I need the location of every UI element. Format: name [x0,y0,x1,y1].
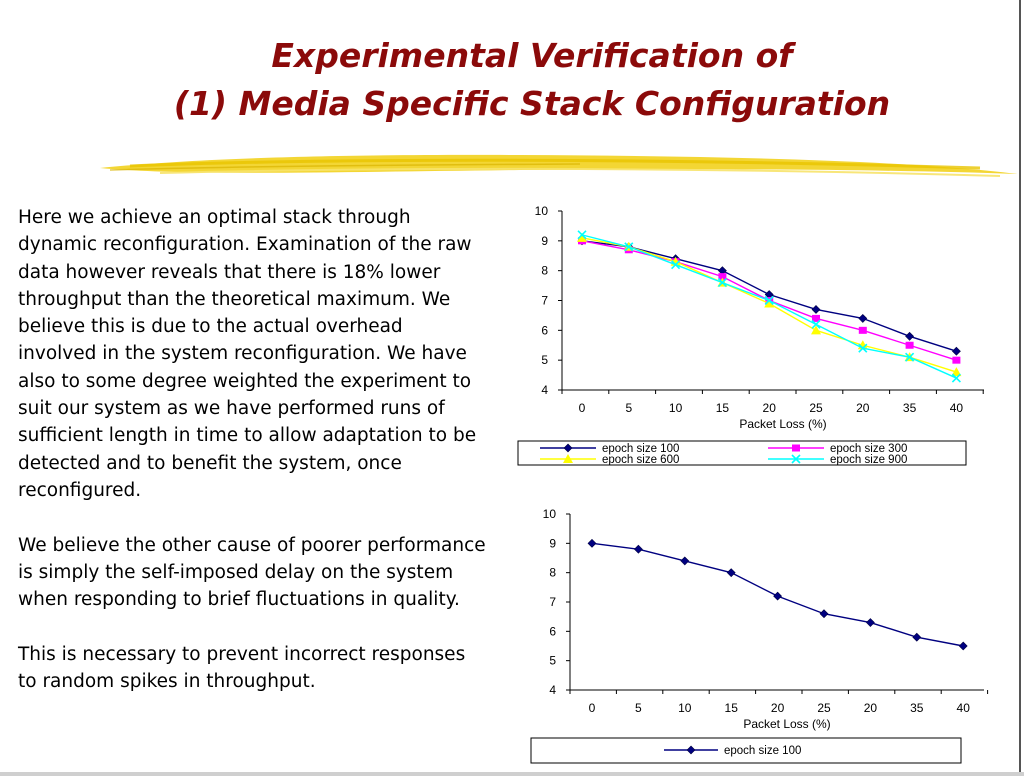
legend-label: epoch size 100 [724,745,801,757]
x-tick-label: 0 [579,401,586,415]
slide-title: Experimental Verification of (1) Media S… [60,32,1004,128]
y-tick-label: 5 [541,353,548,367]
body-text: Here we achieve an optimal stack through… [18,204,486,723]
x-tick-label: 20 [856,401,870,415]
legend-box [517,440,967,466]
data-point [577,230,587,240]
data-point [811,325,821,335]
x-tick-label: 0 [589,701,596,715]
data-point [905,341,914,349]
legend-label: epoch size 300 [830,443,907,455]
data-point [865,618,875,627]
paragraph-3: This is necessary to prevent incorrect r… [18,643,466,693]
y-tick-label: 9 [541,234,548,248]
y-tick-label: 5 [549,654,556,668]
data-point [858,326,867,334]
slide-right-border [1019,0,1021,776]
x-tick-label: 35 [910,701,924,715]
y-tick-label: 7 [549,595,556,609]
legend-label: epoch size 100 [602,443,679,455]
slide-title-line-1: Experimental Verification of [271,36,793,75]
data-point [951,367,962,377]
y-tick-label: 7 [541,294,548,308]
x-tick-label: 20 [763,401,777,415]
data-point [905,331,915,341]
data-point [858,313,868,323]
x-tick-label: 10 [669,401,683,415]
data-point [952,356,961,364]
y-tick-label: 10 [535,204,549,218]
y-tick-label: 9 [549,536,556,550]
paragraph-1: Here we achieve an optimal stack through… [18,207,477,501]
data-point [764,298,775,308]
x-tick-label: 20 [771,701,785,715]
data-point [951,373,961,383]
data-point [624,242,634,252]
legend-label: epoch size 600 [602,454,679,466]
data-point [905,352,915,362]
x-tick-label: 20 [864,701,878,715]
data-point [811,319,821,329]
data-point [819,609,829,619]
highlighter-swoosh [100,154,1018,177]
y-tick-label: 6 [541,323,548,337]
legend-marker [563,443,573,453]
legend-box [530,737,962,764]
x-tick-label: 25 [817,701,831,715]
x-tick-label: 5 [635,701,642,715]
data-point [812,314,820,322]
x-tick-label: 25 [809,401,823,415]
legend-label: epoch size 900 [830,454,907,466]
legend-marker [791,454,801,464]
data-point [577,232,587,242]
data-point [671,260,681,270]
y-tick-label: 8 [549,566,556,580]
y-tick-label: 4 [549,683,556,697]
paragraph-2: We believe the other cause of poorer per… [18,534,486,611]
x-tick-label: 10 [678,701,692,715]
slide-title-line-2: (1) Media Specific Stack Configuration [173,84,891,123]
x-tick-label: 40 [957,701,971,715]
slide-bottom-border [0,772,1024,776]
data-point [718,273,727,281]
legend-marker [563,454,573,463]
data-point [726,568,736,578]
data-point [773,591,783,601]
x-tick-label: 35 [903,401,917,415]
legend-marker [686,745,696,755]
data-point [858,343,868,353]
y-tick-label: 8 [541,264,548,278]
x-tick-label: 15 [716,401,730,415]
legend-marker [792,444,800,452]
x-tick-label: 40 [950,401,964,415]
data-point [680,556,690,566]
x-axis-title: Packet Loss (%) [739,417,826,431]
data-point [717,278,727,288]
y-tick-label: 6 [549,624,556,638]
data-point [764,295,774,306]
data-point [951,346,961,356]
y-tick-label: 10 [543,507,557,521]
data-point [633,544,643,554]
data-point [587,538,597,548]
data-point [958,641,968,651]
x-tick-label: 15 [725,701,739,715]
x-axis-title: Packet Loss (%) [743,717,830,731]
data-point [811,305,821,314]
data-point [912,632,922,642]
y-tick-label: 4 [541,383,548,397]
x-tick-label: 5 [625,401,632,415]
